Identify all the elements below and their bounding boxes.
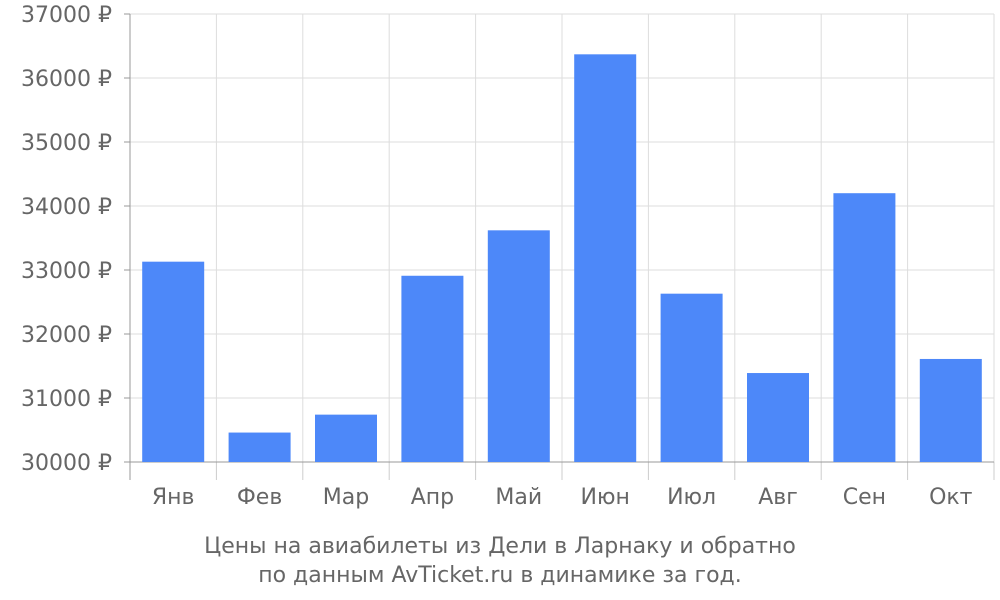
bar-4 bbox=[401, 275, 464, 462]
y-tick-label: 32000 ₽ bbox=[21, 323, 112, 348]
x-tick-label: Июл bbox=[667, 485, 716, 510]
chart-caption: Цены на авиабилеты из Дели в Ларнаку и о… bbox=[0, 532, 1000, 590]
bar-5 bbox=[487, 230, 550, 462]
x-tick-label: Янв bbox=[152, 485, 195, 510]
y-tick-label: 37000 ₽ bbox=[21, 3, 112, 28]
y-tick-label: 33000 ₽ bbox=[21, 259, 112, 284]
bar-9 bbox=[833, 193, 896, 462]
x-tick-label: Фев bbox=[237, 485, 282, 510]
bar-7 bbox=[660, 293, 723, 462]
y-tick-label: 35000 ₽ bbox=[21, 131, 112, 156]
bar-2 bbox=[228, 432, 291, 462]
y-tick-label: 31000 ₽ bbox=[21, 387, 112, 412]
x-tick-label: Апр bbox=[411, 485, 454, 510]
x-tick-label: Мар bbox=[323, 485, 369, 510]
x-tick-label: Июн bbox=[581, 485, 630, 510]
caption-line-1: Цены на авиабилеты из Дели в Ларнаку и о… bbox=[204, 534, 796, 559]
caption-line-2: по данным AvTicket.ru в динамике за год. bbox=[258, 563, 742, 588]
bar-chart: 30000 ₽ 31000 ₽ 32000 ₽ 33000 ₽ 34000 ₽ 35000… bbox=[21, 3, 995, 510]
y-tick-label: 36000 ₽ bbox=[21, 67, 112, 92]
bar-3 bbox=[315, 414, 377, 462]
bar-8 bbox=[747, 373, 809, 462]
bar-10 bbox=[919, 358, 982, 462]
bar-6 bbox=[574, 54, 637, 462]
x-tick-label: Сен bbox=[843, 485, 886, 510]
bar-1 bbox=[142, 261, 205, 462]
x-tick-label: Авг bbox=[758, 485, 798, 510]
y-tick-label: 30000 ₽ bbox=[21, 451, 112, 476]
x-tick-label: Май bbox=[495, 485, 542, 510]
x-tick-label: Окт bbox=[929, 485, 973, 510]
y-tick-label: 34000 ₽ bbox=[21, 195, 112, 220]
